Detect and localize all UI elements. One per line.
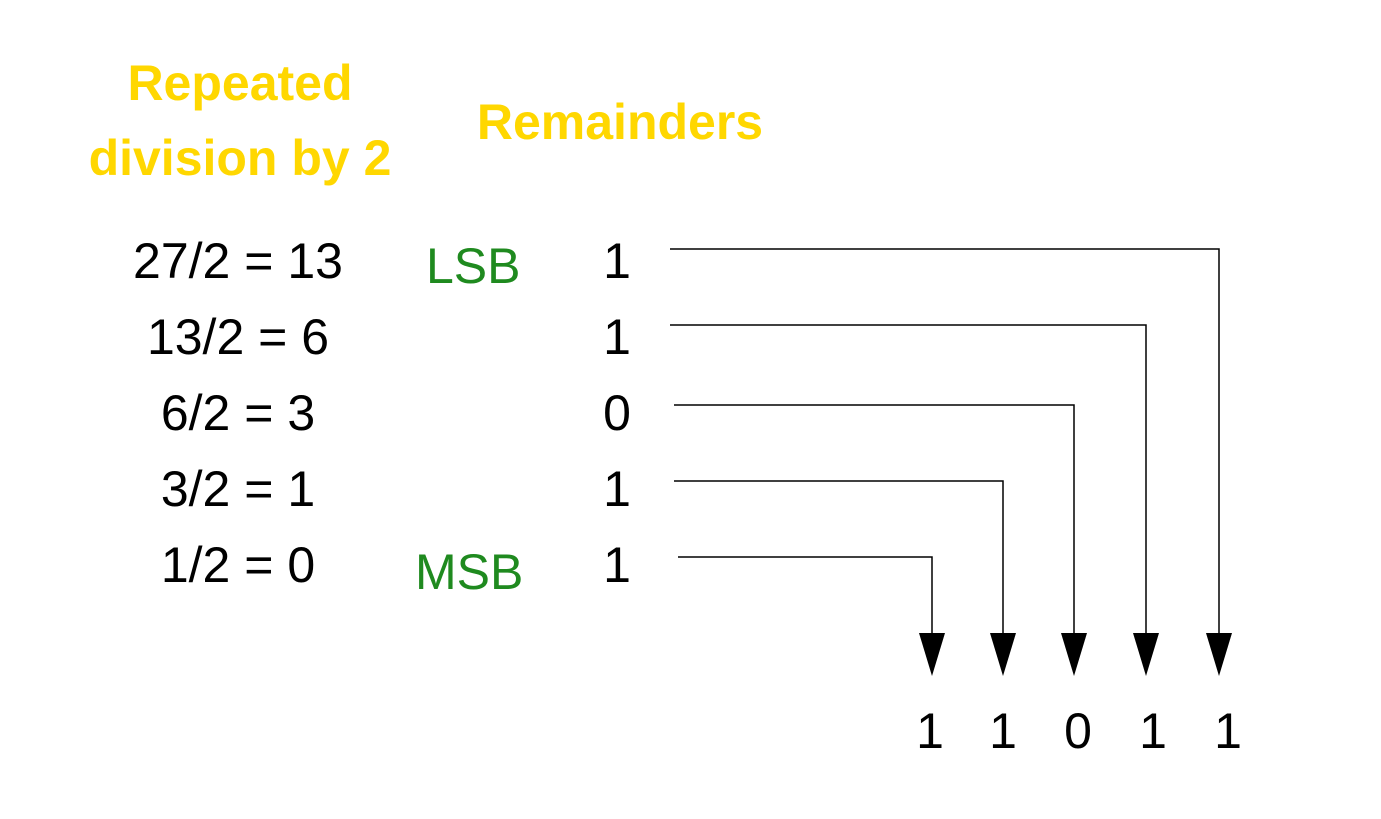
- result-bit-1: 1: [916, 703, 944, 759]
- arrowhead-4: [1133, 633, 1159, 676]
- division-step-4: 3/2 = 1: [160, 461, 316, 517]
- arrowhead-1: [919, 633, 945, 676]
- lsb-marker: LSB: [426, 238, 521, 294]
- division-step-1: 27/2 = 13: [133, 233, 343, 289]
- result-bit-2: 1: [989, 703, 1017, 759]
- connector-msb: [678, 556, 933, 636]
- remainder-4: 1: [603, 461, 631, 517]
- division-header-line1: Repeated: [127, 55, 353, 111]
- result-bit-3: 0: [1064, 703, 1092, 759]
- msb-marker: MSB: [415, 544, 524, 600]
- connector-lsb: [670, 248, 1220, 636]
- arrowhead-3: [1061, 633, 1087, 676]
- remainder-5: 1: [603, 537, 631, 593]
- connector-4: [674, 480, 1004, 636]
- connector-3: [674, 404, 1075, 636]
- division-step-5: 1/2 = 0: [160, 537, 316, 593]
- arrowhead-5: [1206, 633, 1232, 676]
- remainder-3: 0: [603, 385, 631, 441]
- connector-2: [670, 324, 1147, 636]
- result-bit-5: 1: [1214, 703, 1242, 759]
- arrowhead-2: [990, 633, 1016, 676]
- division-step-3: 6/2 = 3: [160, 385, 316, 441]
- remainder-1: 1: [603, 233, 631, 289]
- division-step-2: 13/2 = 6: [146, 309, 330, 365]
- result-bit-4: 1: [1139, 703, 1167, 759]
- division-header-line2: division by 2: [88, 130, 392, 186]
- remainder-2: 1: [603, 309, 631, 365]
- remainders-header: Remainders: [476, 94, 764, 150]
